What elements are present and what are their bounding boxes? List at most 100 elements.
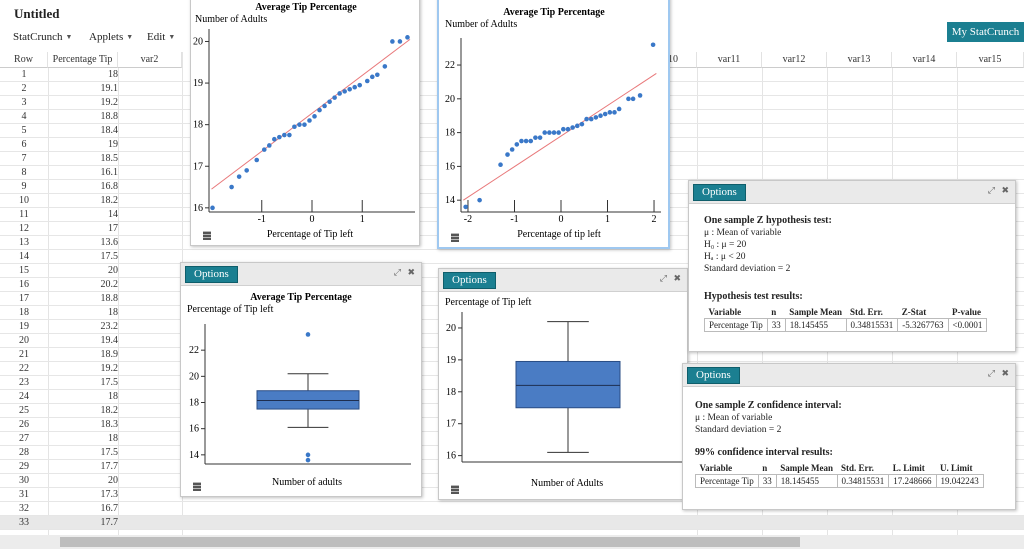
cell-percentage-tip[interactable]: 16.7 — [100, 503, 119, 514]
options-button[interactable]: Options — [687, 367, 740, 384]
cell-percentage-tip[interactable]: 17.3 — [100, 489, 119, 500]
row-number: 13 — [19, 237, 29, 248]
expand-icon[interactable]: ⤢ — [987, 368, 995, 378]
expand-icon[interactable]: ⤢ — [987, 185, 995, 195]
table-row: 13 13.6 — [0, 236, 1024, 250]
my-statcrunch-button[interactable]: My StatCrunch — [947, 22, 1024, 42]
column-header-var14[interactable]: var14 — [892, 52, 957, 68]
cell-percentage-tip[interactable]: 19.4 — [100, 335, 119, 346]
cell-percentage-tip[interactable]: 18 — [108, 69, 118, 80]
cell-percentage-tip[interactable]: 17 — [108, 223, 118, 234]
column-header-percentage-tip[interactable]: Percentage Tip — [48, 52, 118, 68]
y-tick-label: 20 — [446, 323, 456, 334]
data-point — [570, 125, 575, 130]
cell-percentage-tip[interactable]: 18.3 — [100, 419, 119, 430]
close-icon[interactable]: ✖ — [673, 273, 681, 283]
data-point — [630, 96, 636, 102]
cell-percentage-tip[interactable]: 20 — [108, 265, 118, 276]
data-point — [244, 168, 249, 173]
cell-percentage-tip[interactable]: 18 — [108, 391, 118, 402]
cell-percentage-tip[interactable]: 23.2 — [100, 321, 119, 332]
x-tick-label: 1 — [360, 214, 365, 225]
expand-icon[interactable]: ⤢ — [393, 267, 401, 277]
close-icon[interactable]: ✖ — [1001, 368, 1009, 378]
data-point — [519, 138, 524, 144]
boxplot-window-1[interactable]: Options ⤢ ✖ Average Tip Percentage Perce… — [180, 262, 422, 497]
column-header-var12[interactable]: var12 — [762, 52, 827, 68]
cell-percentage-tip[interactable]: 14 — [108, 209, 118, 220]
menu-edit[interactable]: Edit ▼ — [147, 31, 175, 43]
cell-percentage-tip[interactable]: 18.4 — [100, 125, 119, 136]
cell-percentage-tip[interactable]: 16.1 — [100, 167, 119, 178]
cell-percentage-tip[interactable]: 18.9 — [100, 349, 119, 360]
cell-percentage-tip[interactable]: 18 — [108, 433, 118, 444]
hamburger-menu-icon[interactable]: ▬ ▬ ▬ — [451, 481, 459, 496]
hamburger-menu-icon[interactable]: ▬ ▬ ▬ — [451, 229, 459, 244]
options-button[interactable]: Options — [443, 272, 496, 289]
reference-line — [463, 73, 657, 201]
cell-percentage-tip[interactable]: 19 — [108, 139, 118, 150]
cell-percentage-tip[interactable]: 18.2 — [100, 405, 119, 416]
cell-percentage-tip[interactable]: 18.8 — [100, 293, 119, 304]
data-point — [514, 142, 520, 147]
cell-percentage-tip[interactable]: 18.2 — [100, 195, 119, 206]
column-header-var15[interactable]: var15 — [957, 52, 1024, 68]
column-header-var13[interactable]: var13 — [827, 52, 892, 68]
y-tick-label: 20 — [445, 94, 455, 105]
hamburger-menu-icon[interactable]: ▬ ▬ ▬ — [203, 227, 211, 242]
cell-percentage-tip[interactable]: 17.7 — [100, 461, 119, 472]
menu-applets[interactable]: Applets ▼ — [89, 31, 133, 43]
row-number: 24 — [19, 391, 29, 402]
cell-percentage-tip[interactable]: 17.5 — [100, 251, 119, 262]
x-tick-label: -1 — [258, 214, 266, 225]
cell-percentage-tip[interactable]: 19.2 — [100, 363, 119, 374]
row-number: 27 — [19, 433, 29, 444]
menu-statcrunch[interactable]: StatCrunch ▼ — [13, 31, 72, 43]
data-point — [364, 78, 370, 84]
close-icon[interactable]: ✖ — [407, 267, 415, 277]
close-icon[interactable]: ✖ — [1001, 185, 1009, 195]
window-toolbar: Options ⤢ ✖ — [689, 181, 1015, 204]
data-point — [302, 122, 307, 127]
qq-plot-2: Average Tip Percentage Number of Adults … — [445, 7, 661, 240]
boxplot-window-2[interactable]: Options ⤢ ✖ Percentage of Tip left Numbe… — [438, 268, 688, 500]
chevron-down-icon: ▼ — [126, 33, 134, 41]
cell-percentage-tip[interactable]: 16.8 — [100, 181, 119, 192]
cell-percentage-tip[interactable]: 18.8 — [100, 111, 119, 122]
options-button[interactable]: Options — [693, 184, 746, 201]
y-tick-label: 18 — [446, 387, 456, 398]
cell-percentage-tip[interactable]: 19.2 — [100, 97, 119, 108]
cell-percentage-tip[interactable]: 17.5 — [100, 447, 119, 458]
cell-percentage-tip[interactable]: 18.5 — [100, 153, 119, 164]
column-header-var11[interactable]: var11 — [697, 52, 762, 68]
row-number: 6 — [21, 139, 27, 150]
data-point — [369, 74, 375, 80]
cell-percentage-tip[interactable]: 19.1 — [100, 83, 119, 94]
qq-plot-window-1[interactable]: Average Tip Percentage Number of Adults … — [190, 0, 420, 246]
column-header-var2[interactable]: var2 — [118, 52, 182, 68]
iqr-box — [256, 390, 360, 410]
data-point — [390, 39, 395, 44]
cell-percentage-tip[interactable]: 17.5 — [100, 377, 119, 388]
cell-percentage-tip[interactable]: 13.6 — [100, 237, 119, 248]
scrollbar-thumb[interactable] — [60, 537, 800, 547]
options-button[interactable]: Options — [185, 266, 238, 283]
qq2-ylabel: Number of Adults — [445, 19, 517, 30]
y-tick-label: 22 — [189, 345, 199, 356]
iqr-box — [515, 360, 621, 409]
cell-percentage-tip[interactable]: 17.7 — [100, 517, 119, 528]
y-tick-label: 17 — [193, 161, 203, 172]
data-point — [602, 111, 608, 117]
zint-results-heading: 99% confidence interval results: — [695, 447, 833, 458]
data-point — [561, 126, 566, 132]
z-test-window[interactable]: Options ⤢ ✖ One sample Z hypothesis test… — [688, 180, 1016, 352]
qq-plot-window-2[interactable]: Average Tip Percentage Number of Adults … — [437, 0, 670, 249]
hamburger-menu-icon[interactable]: ▬ ▬ ▬ — [193, 478, 201, 493]
cell-percentage-tip[interactable]: 20 — [108, 475, 118, 486]
z-interval-window[interactable]: Options ⤢ ✖ One sample Z confidence inte… — [682, 363, 1016, 510]
cell-percentage-tip[interactable]: 18 — [108, 307, 118, 318]
cell-percentage-tip[interactable]: 20.2 — [100, 279, 119, 290]
data-point — [307, 118, 312, 123]
expand-icon[interactable]: ⤢ — [659, 273, 667, 283]
x-tick-label: 1 — [605, 214, 610, 225]
